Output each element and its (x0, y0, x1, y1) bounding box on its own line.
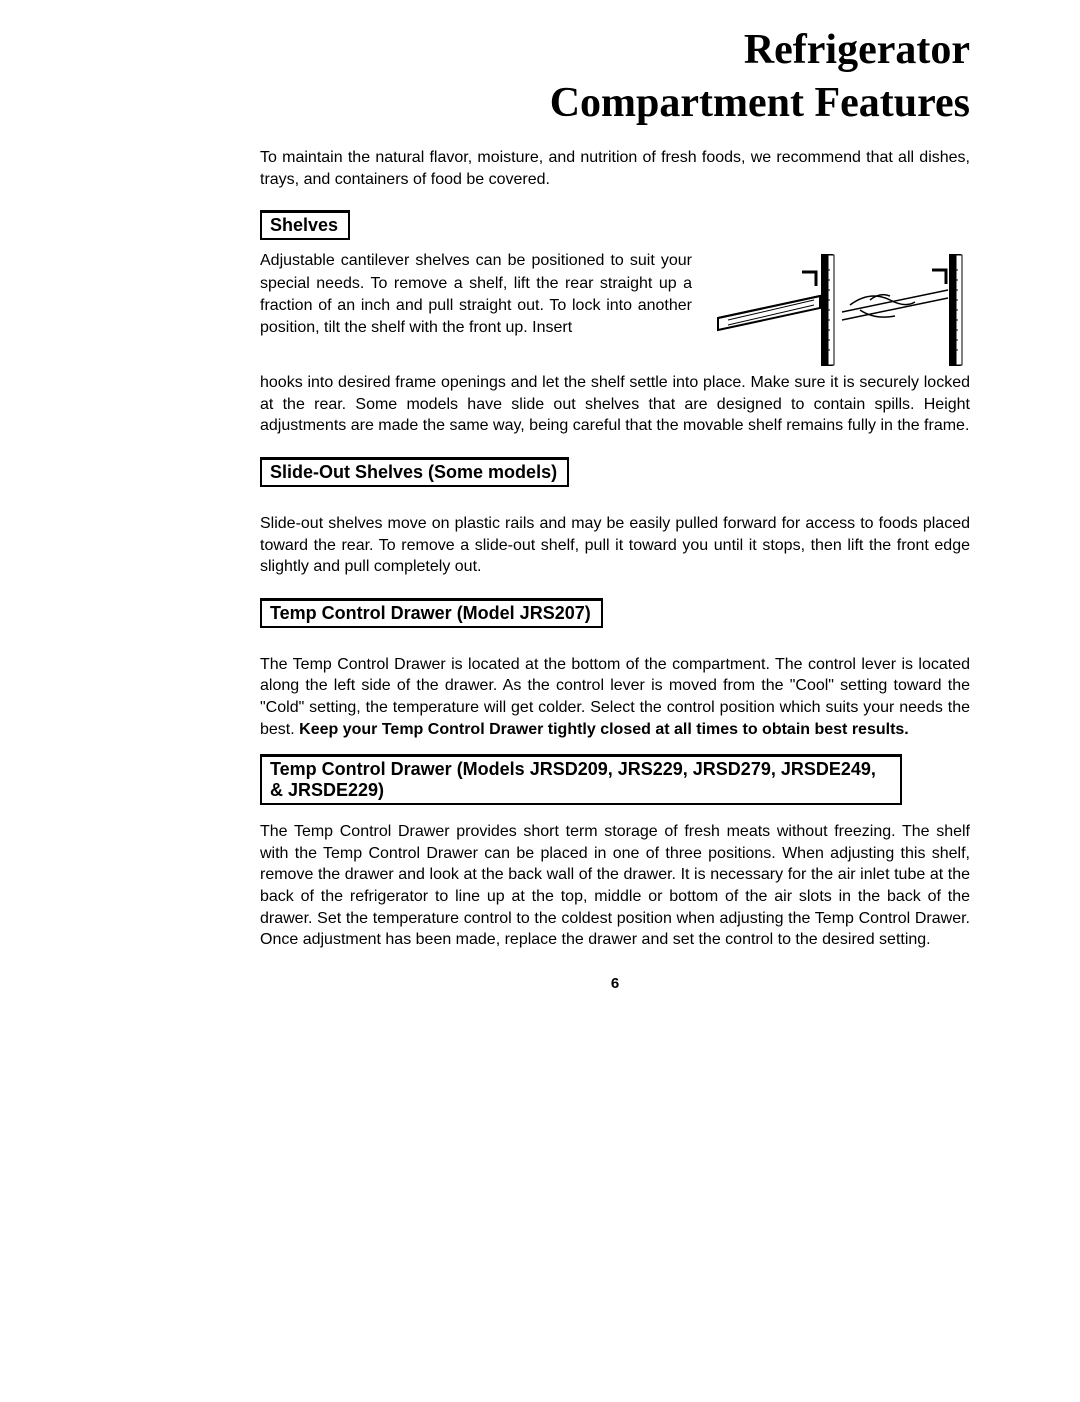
title-line-2: Compartment Features (260, 77, 970, 130)
heading-temp-multi: Temp Control Drawer (Models JRSD209, JRS… (260, 754, 902, 805)
shelf-illustration (710, 250, 970, 370)
page-title: Refrigerator Compartment Features (260, 24, 970, 129)
heading-temp-207: Temp Control Drawer (Model JRS207) (260, 598, 603, 628)
temp-207-bold: Keep your Temp Control Drawer tightly cl… (299, 721, 909, 738)
heading-slideout: Slide-Out Shelves (Some models) (260, 457, 569, 487)
page-number: 6 (260, 975, 970, 992)
shelves-row: Adjustable cantilever shelves can be pos… (260, 250, 970, 370)
slideout-body: Slide-out shelves move on plastic rails … (260, 513, 970, 578)
shelves-continuation: hooks into desired frame openings and le… (260, 372, 970, 437)
intro-paragraph: To maintain the natural flavor, moisture… (260, 147, 970, 190)
manual-page: Refrigerator Compartment Features To mai… (0, 0, 1080, 1402)
shelves-lead-text: Adjustable cantilever shelves can be pos… (260, 250, 692, 340)
title-line-1: Refrigerator (260, 24, 970, 77)
shelf-diagram-icon (710, 250, 970, 370)
temp-multi-body: The Temp Control Drawer provides short t… (260, 821, 970, 951)
heading-shelves: Shelves (260, 210, 350, 240)
temp-207-body: The Temp Control Drawer is located at th… (260, 654, 970, 740)
